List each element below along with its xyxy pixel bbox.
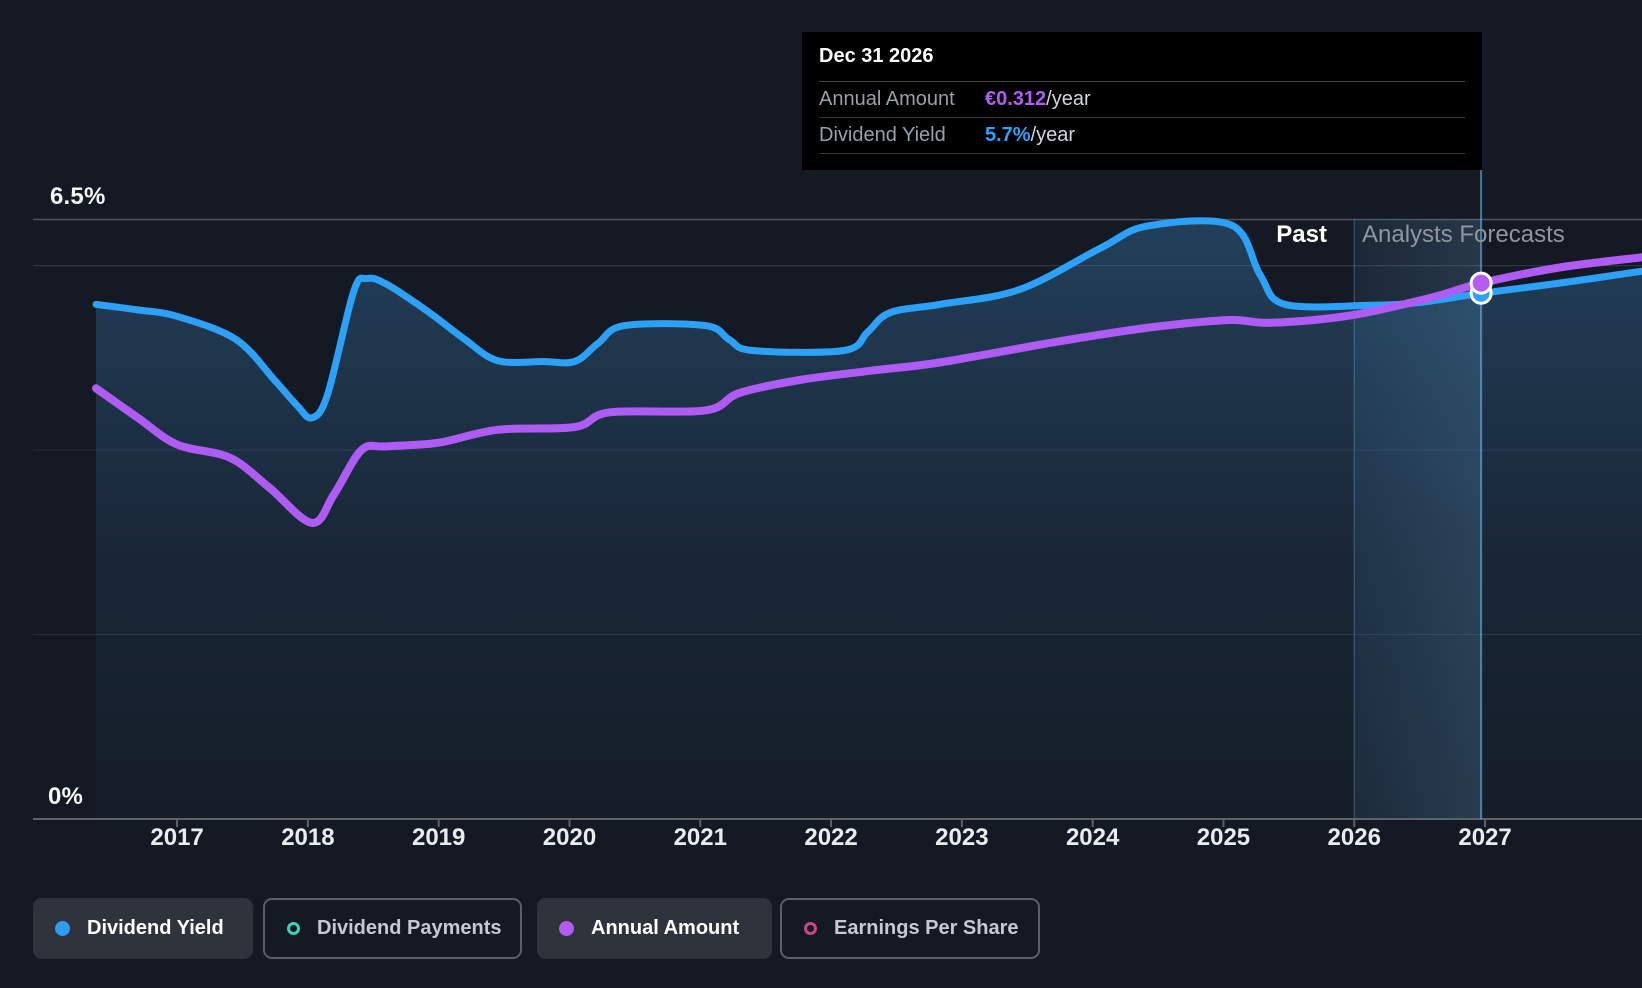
x-axis-tick-label: 2025 bbox=[1197, 824, 1250, 851]
past-zone-label: Past bbox=[1276, 221, 1327, 248]
x-axis-tick-label: 2024 bbox=[1066, 824, 1120, 851]
x-axis-tick-label: 2022 bbox=[804, 824, 857, 851]
tooltip-date: Dec 31 2026 bbox=[819, 32, 1465, 82]
tooltip-label: Dividend Yield bbox=[819, 124, 946, 146]
dividend-yield-dot-icon bbox=[55, 921, 70, 936]
dividend-payments-ring-icon bbox=[287, 922, 300, 935]
forecast-zone-label: Analysts Forecasts bbox=[1362, 221, 1565, 248]
x-axis-tick-label: 2027 bbox=[1458, 824, 1511, 851]
dividend-yield-area bbox=[96, 220, 1642, 819]
x-axis-tick-label: 2021 bbox=[674, 824, 727, 851]
tooltip-unit: /year bbox=[1046, 88, 1091, 110]
y-axis-max-label: 6.5% bbox=[50, 183, 106, 210]
legend-button-earnings-per-share[interactable]: Earnings Per Share bbox=[780, 898, 1040, 959]
x-axis-tick-label: 2026 bbox=[1328, 824, 1381, 851]
x-axis-tick-label: 2023 bbox=[935, 824, 988, 851]
legend-button-annual-amount[interactable]: Annual Amount bbox=[537, 898, 772, 959]
legend-button-dividend-yield[interactable]: Dividend Yield bbox=[33, 898, 253, 959]
x-axis-tick-label: 2019 bbox=[412, 824, 465, 851]
tooltip-value-dividend-yield: 5.7% bbox=[985, 124, 1031, 146]
cursor-marker-annual-amount[interactable] bbox=[1469, 271, 1493, 295]
tooltip-label: Annual Amount bbox=[819, 88, 955, 110]
y-axis-min-label: 0% bbox=[48, 783, 84, 810]
annual-amount-dot-icon bbox=[559, 921, 574, 936]
tooltip-value-annual-amount: €0.312 bbox=[985, 88, 1047, 110]
earnings-per-share-ring-icon bbox=[804, 922, 817, 935]
x-axis-tick-label: 2020 bbox=[543, 824, 596, 851]
legend-label: Dividend Yield bbox=[87, 917, 224, 939]
x-axis-tick-label: 2018 bbox=[281, 824, 334, 851]
x-axis-tick-label: 2017 bbox=[150, 824, 203, 851]
legend-button-dividend-payments[interactable]: Dividend Payments bbox=[263, 898, 522, 959]
tooltip-unit: /year bbox=[1030, 124, 1076, 146]
tooltip-row-annual-amount: Annual Amount €0.312/year bbox=[819, 82, 1465, 118]
legend-label: Annual Amount bbox=[591, 917, 740, 939]
tooltip-row-dividend-yield: Dividend Yield 5.7%/year bbox=[819, 118, 1465, 154]
legend-label: Earnings Per Share bbox=[834, 917, 1019, 939]
chart-tooltip: Dec 31 2026 Annual Amount €0.312/year Di… bbox=[802, 32, 1482, 170]
annual-amount-line bbox=[92, 253, 1642, 527]
legend-label: Dividend Payments bbox=[317, 917, 502, 939]
dividend-yield-line bbox=[92, 217, 1642, 422]
